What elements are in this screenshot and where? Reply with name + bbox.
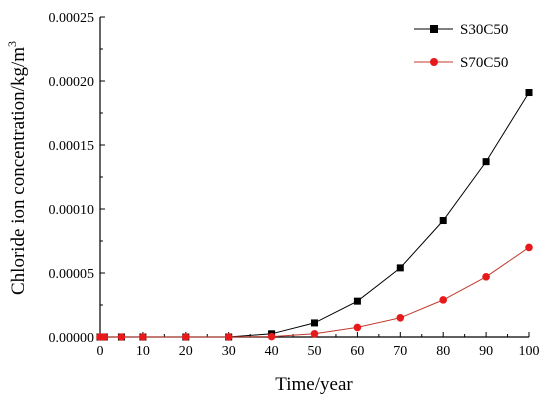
data-point-S70C50: [267, 332, 276, 341]
x-tick-label: 100: [519, 344, 540, 359]
series-layer: [96, 89, 533, 341]
data-point-S30C50: [353, 297, 361, 305]
data-point-S30C50: [311, 319, 318, 327]
data-point-S70C50: [139, 333, 147, 341]
y-tick-label: 0.00010: [49, 203, 95, 218]
y-axis-title-superscript: 3: [5, 41, 19, 47]
x-tick-label: 50: [308, 344, 322, 359]
data-point-S70C50: [396, 314, 405, 322]
data-point-S30C50: [525, 89, 533, 97]
data-point-S70C50: [353, 323, 362, 332]
legend-marker-S30C50: [430, 25, 438, 33]
x-tick-label: 80: [436, 344, 450, 359]
data-point-S70C50: [310, 330, 319, 338]
data-point-S70C50: [117, 333, 126, 341]
x-tick-label: 0: [97, 344, 104, 359]
legend-marker-S70C50: [430, 58, 438, 66]
data-point-S70C50: [182, 333, 190, 341]
data-point-S70C50: [100, 333, 109, 341]
data-point-S70C50: [482, 273, 490, 281]
y-tick-label: 0.00020: [49, 75, 95, 90]
data-point-S30C50: [396, 264, 404, 272]
y-tick-label: 0.00025: [49, 11, 95, 26]
series-line-S30C50: [100, 92, 530, 338]
y-axis: 0.00000 0.00005 0.00010 0.00015 0.00020 0.000…: [49, 11, 105, 346]
x-axis: 0 10 20 30 40 50 60 70 80 90 100: [97, 332, 540, 359]
x-tick-label: 40: [265, 344, 279, 359]
x-tick-label: 60: [350, 344, 364, 359]
legend-label-S70C50: S70C50: [460, 55, 508, 71]
x-tick-label: 90: [479, 344, 493, 359]
data-point-S30C50: [482, 158, 490, 166]
x-tick-label: 70: [393, 344, 407, 359]
data-point-S70C50: [439, 296, 448, 304]
x-tick-label: 20: [179, 344, 193, 359]
x-axis-title: Time/year: [275, 374, 353, 395]
y-tick-label: 0.00015: [49, 139, 95, 154]
y-tick-label: 0.00000: [49, 331, 95, 346]
x-tick-label: 30: [222, 344, 236, 359]
data-point-S30C50: [439, 217, 447, 225]
legend-label-S30C50: S30C50: [460, 22, 508, 38]
y-tick-label: 0.00005: [49, 267, 95, 282]
data-point-S70C50: [224, 333, 233, 341]
data-point-S70C50: [525, 243, 533, 252]
legend: S30C50 S70C50: [414, 22, 508, 71]
y-axis-title-text: Chloride ion concentration/kg/m: [8, 47, 29, 295]
y-axis-title: Chloride ion concentration/kg/m3: [5, 41, 29, 295]
x-tick-label: 10: [136, 344, 150, 359]
